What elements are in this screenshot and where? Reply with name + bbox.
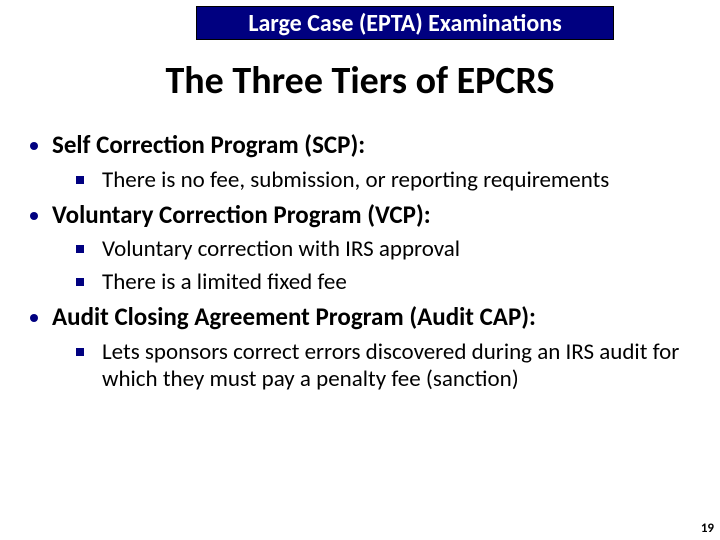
header-banner-text: Large Case (EPTA) Examinations bbox=[248, 9, 561, 38]
list-subitem-text: Voluntary correction with IRS approval bbox=[102, 236, 460, 263]
list-subitem-text: There is no fee, submission, or reportin… bbox=[102, 167, 609, 194]
list-item-label: Audit Closing Agreement Program (Audit C… bbox=[52, 302, 536, 333]
list-subitem-text: There is a limited fixed fee bbox=[102, 269, 347, 296]
list-subitem: Lets sponsors correct errors discovered … bbox=[76, 339, 695, 393]
square-bullet-icon bbox=[76, 176, 84, 184]
list-item-label: Voluntary Correction Program (VCP): bbox=[52, 200, 431, 231]
list-subitem: Voluntary correction with IRS approval bbox=[76, 236, 695, 263]
square-bullet-icon bbox=[76, 348, 84, 356]
list-item: Audit Closing Agreement Program (Audit C… bbox=[30, 302, 695, 333]
disc-bullet-icon bbox=[30, 314, 38, 322]
list-subitem: There is a limited fixed fee bbox=[76, 269, 695, 296]
list-item: Voluntary Correction Program (VCP): bbox=[30, 200, 695, 231]
list-subitem: There is no fee, submission, or reportin… bbox=[76, 167, 695, 194]
page-number: 19 bbox=[701, 521, 714, 536]
list-item-label: Self Correction Program (SCP): bbox=[52, 130, 365, 161]
header-banner: Large Case (EPTA) Examinations bbox=[196, 6, 614, 40]
slide-content: Self Correction Program (SCP): There is … bbox=[30, 124, 695, 397]
list-item: Self Correction Program (SCP): bbox=[30, 130, 695, 161]
disc-bullet-icon bbox=[30, 142, 38, 150]
slide-title: The Three Tiers of EPCRS bbox=[0, 58, 720, 104]
square-bullet-icon bbox=[76, 245, 84, 253]
disc-bullet-icon bbox=[30, 212, 38, 220]
square-bullet-icon bbox=[76, 278, 84, 286]
list-subitem-text: Lets sponsors correct errors discovered … bbox=[102, 339, 695, 393]
